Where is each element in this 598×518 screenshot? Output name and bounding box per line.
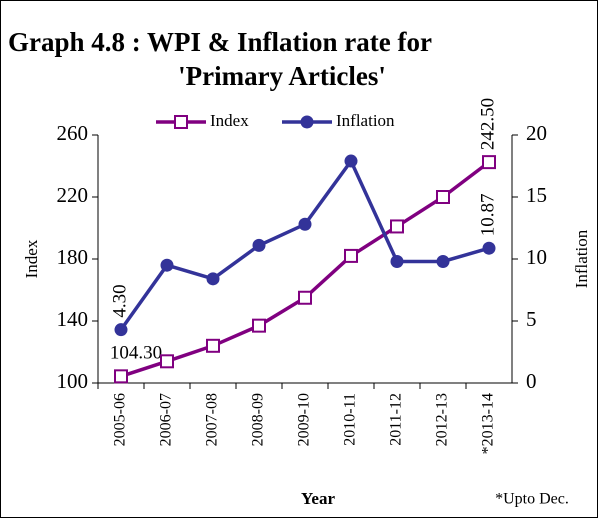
point: [298, 217, 312, 231]
point: [390, 254, 404, 268]
point: [252, 318, 266, 333]
data-label: 10.87: [477, 193, 498, 236]
x-tick-label: 2012-13: [434, 393, 451, 446]
point: [252, 238, 266, 252]
y2-tick-label: 20: [526, 121, 547, 145]
chart-title: 'Primary Articles': [178, 61, 386, 91]
y-tick-label: 140: [57, 307, 89, 331]
legend-marker: [174, 115, 188, 129]
x-axis-label: Year: [301, 489, 335, 508]
x-tick-label: *2013-14: [480, 393, 497, 454]
y-axis-label: Index: [22, 239, 41, 278]
point: [160, 258, 174, 272]
point: [114, 369, 128, 384]
legend-marker: [300, 115, 314, 129]
legend-label: Inflation: [336, 111, 395, 130]
y-tick-label: 260: [57, 121, 89, 145]
y2-tick-label: 0: [526, 369, 537, 393]
y2-tick-label: 15: [526, 183, 547, 207]
point: [344, 154, 358, 168]
y-tick-label: 180: [57, 245, 89, 269]
point: [436, 190, 450, 204]
y-tick-label: 100: [57, 369, 89, 393]
x-tick-label: 2006-07: [158, 393, 175, 446]
x-tick-label: 2008-09: [250, 393, 267, 446]
note: *Upto Dec.: [495, 491, 569, 508]
point: [298, 290, 312, 305]
legend-label: Index: [210, 111, 249, 130]
chart-title: Graph 4.8 : WPI & Inflation rate for: [8, 27, 432, 57]
y2-tick-label: 10: [526, 245, 547, 269]
x-tick-label: 2005-06: [112, 393, 129, 446]
data-label: 242.50: [477, 98, 498, 150]
y2-axis-label: Inflation: [572, 229, 591, 288]
data-label: 4.30: [109, 284, 130, 317]
point: [436, 254, 450, 268]
x-tick-label: 2009-10: [296, 393, 313, 446]
x-tick-label: 2010-11: [342, 393, 359, 446]
point: [344, 248, 358, 263]
point: [160, 354, 174, 369]
x-tick-label: 2011-12: [388, 393, 405, 446]
point: [114, 323, 128, 337]
data-label: 104.30: [110, 343, 162, 364]
point: [390, 219, 404, 234]
point: [482, 241, 496, 255]
y2-tick-label: 5: [526, 307, 537, 331]
point: [206, 272, 220, 286]
y-tick-label: 220: [57, 183, 89, 207]
point: [206, 338, 220, 353]
point: [482, 155, 496, 170]
x-tick-label: 2007-08: [204, 393, 221, 446]
